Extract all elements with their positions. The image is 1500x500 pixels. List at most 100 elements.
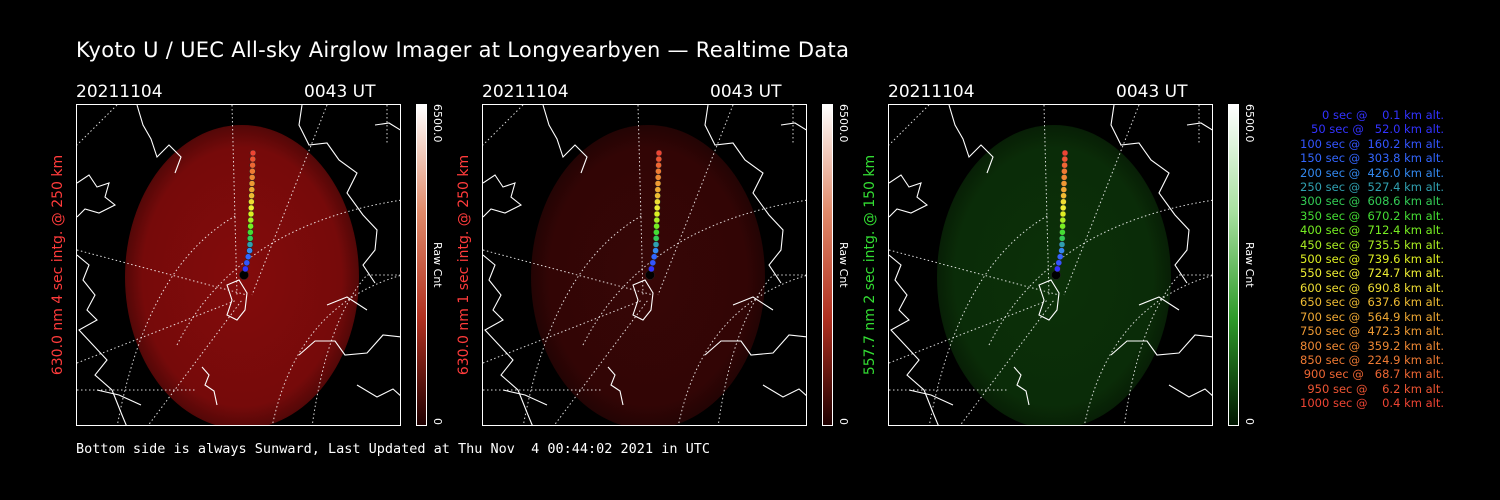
coastline	[889, 254, 939, 425]
coastline	[732, 296, 774, 311]
legend-entry: 350 sec @ 670.2 km alt.	[1300, 208, 1444, 223]
trajectory-point	[246, 241, 254, 248]
legend-entry: 150 sec @ 303.8 km alt.	[1300, 151, 1444, 166]
panel-wavelength-label: 557.7 nm 2 sec intg. @ 150 km	[862, 154, 878, 376]
trajectory-point	[1059, 204, 1067, 212]
coastline	[483, 174, 523, 218]
trajectory-point	[654, 186, 662, 193]
legend-entry: 250 sec @ 527.4 km alt.	[1300, 180, 1444, 195]
trajectory-point	[1060, 180, 1068, 187]
trajectory-point	[653, 210, 661, 218]
coastline	[908, 389, 954, 406]
coastline	[542, 105, 588, 174]
trajectory-point	[248, 192, 255, 199]
trajectory-point	[1060, 174, 1068, 181]
allsky-image	[888, 104, 1213, 426]
grid-line	[1123, 274, 1212, 425]
trajectory-point	[246, 247, 253, 254]
legend-entry: 850 sec @ 224.9 km alt.	[1300, 352, 1444, 367]
trajectory-point	[654, 180, 662, 187]
trajectory-point	[249, 168, 256, 175]
coastline	[298, 105, 378, 284]
trajectory-point	[247, 216, 255, 224]
trajectory-point	[655, 161, 662, 169]
trajectory-point	[653, 222, 660, 230]
trajectory-point	[655, 155, 663, 163]
panel-wavelength-label: 630.0 nm 4 sec intg. @ 250 km	[50, 154, 66, 376]
panel-wavelength-label: 630.0 nm 1 sec intg. @ 250 km	[456, 154, 472, 376]
panel-date: 20211104	[76, 82, 163, 102]
coastline	[1168, 384, 1212, 398]
grid-line	[889, 105, 930, 146]
coastline	[889, 174, 929, 218]
trajectory-point	[645, 270, 655, 280]
legend-entry: 50 sec @ 52.0 km alt.	[1311, 122, 1444, 137]
trajectory-point	[248, 180, 256, 187]
trajectory-point	[1059, 216, 1067, 224]
trajectory-point	[247, 204, 255, 212]
trajectory-point	[652, 235, 660, 242]
trajectory-point	[249, 149, 257, 157]
trajectory-point	[246, 235, 254, 242]
grid-line	[271, 275, 400, 425]
trajectory-point	[1061, 155, 1069, 163]
grid-line	[77, 299, 238, 364]
legend-entry: 700 sec @ 564.9 km alt.	[1300, 309, 1444, 324]
trajectory-point	[652, 241, 660, 248]
grid-line	[582, 199, 806, 346]
grid-line	[147, 299, 243, 425]
coastline	[762, 384, 806, 398]
trajectory-point	[654, 174, 662, 181]
coastline	[948, 105, 994, 174]
grid-line	[1083, 275, 1212, 425]
trajectory-point	[655, 149, 663, 157]
legend-entry: 650 sec @ 637.6 km alt.	[1300, 295, 1444, 310]
grid-line	[959, 299, 1055, 425]
coastline	[607, 366, 624, 406]
airglow-panel-2: 20211104 0043 UT 630.0 nm 1 sec intg. @ 25…	[456, 82, 872, 432]
trajectory-point	[1055, 259, 1063, 267]
legend-entry: 400 sec @ 712.4 km alt.	[1300, 223, 1444, 238]
trajectory-point	[1058, 241, 1066, 248]
grid-line	[522, 214, 644, 425]
trajectory-point	[653, 204, 661, 212]
trajectory-point	[650, 253, 658, 260]
legend-entry: 1000 sec @ 0.4 km alt.	[1300, 396, 1444, 411]
trajectory-point	[1061, 161, 1068, 169]
legend-entry: 200 sec @ 426.0 km alt.	[1300, 165, 1444, 180]
trajectory-point	[1060, 192, 1067, 199]
trajectory-point	[655, 168, 662, 175]
trajectory-point	[248, 174, 256, 181]
trajectory-point	[1061, 149, 1069, 157]
grid-line	[928, 214, 1050, 425]
grid-line	[889, 299, 1050, 364]
coastline	[201, 366, 218, 406]
coastline	[136, 105, 182, 174]
legend-entry: 600 sec @ 690.8 km alt.	[1300, 280, 1444, 295]
coastline	[632, 279, 654, 321]
colorbar-min: 0	[1243, 418, 1256, 425]
footer-note: Bottom side is always Sunward, Last Upda…	[76, 441, 710, 457]
trajectory-point	[243, 259, 251, 267]
grid-line	[483, 249, 654, 296]
coastline	[780, 122, 806, 131]
trajectory-point	[1058, 247, 1065, 254]
airglow-panel-1: 20211104 0043 UT 630.0 nm 4 sec intg. @ 25…	[50, 82, 466, 432]
coastline	[502, 389, 548, 406]
legend-entry: 450 sec @ 735.5 km alt.	[1300, 237, 1444, 252]
trajectory-point	[1061, 168, 1068, 175]
trajectory-point	[242, 265, 249, 273]
trajectory-point	[248, 198, 255, 206]
airglow-panel-3: 20211104 0043 UT 557.7 nm 2 sec intg. @ 15…	[862, 82, 1278, 432]
coastline	[1138, 296, 1180, 311]
coastline	[96, 389, 142, 406]
trajectory-point	[1054, 265, 1061, 273]
coastline	[356, 384, 400, 398]
trajectory-point	[1059, 222, 1066, 230]
coastline	[1186, 122, 1212, 131]
trajectory-point	[1051, 270, 1061, 280]
coastline	[483, 254, 533, 425]
panel-date: 20211104	[482, 82, 569, 102]
panel-time: 0043 UT	[304, 82, 376, 102]
trajectory-point	[648, 265, 655, 273]
